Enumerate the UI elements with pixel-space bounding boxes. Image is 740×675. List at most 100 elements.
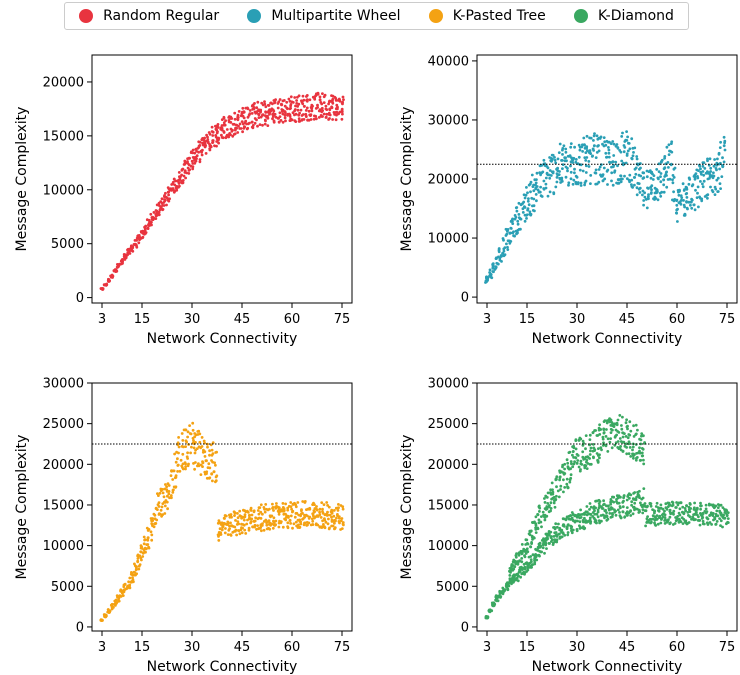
data-point xyxy=(526,208,529,212)
data-point xyxy=(280,508,283,512)
data-point xyxy=(248,109,252,112)
data-point xyxy=(672,176,676,179)
data-point xyxy=(143,550,146,554)
data-point xyxy=(574,158,578,161)
data-point xyxy=(570,462,573,466)
data-point xyxy=(659,172,663,175)
data-point xyxy=(281,120,285,124)
data-point xyxy=(558,532,561,536)
data-point xyxy=(253,121,257,125)
data-point xyxy=(562,472,566,476)
legend-item-random-regular: Random Regular xyxy=(79,8,219,24)
data-point xyxy=(638,489,641,493)
data-point xyxy=(243,509,247,513)
data-point xyxy=(281,112,285,116)
data-point xyxy=(540,195,544,198)
data-point xyxy=(722,160,726,164)
data-point xyxy=(699,170,703,174)
data-point xyxy=(572,178,576,182)
data-point xyxy=(535,178,538,182)
data-point xyxy=(693,208,697,212)
data-point xyxy=(538,545,542,549)
data-point xyxy=(597,144,600,147)
data-point xyxy=(611,140,615,143)
data-point xyxy=(624,435,628,438)
data-point xyxy=(300,118,304,122)
data-point xyxy=(234,528,238,532)
data-point xyxy=(594,168,598,172)
data-point xyxy=(665,145,669,149)
data-point xyxy=(239,528,243,532)
data-point xyxy=(594,519,598,522)
data-point xyxy=(271,506,274,510)
data-point xyxy=(715,509,719,513)
data-point xyxy=(107,280,110,283)
data-point xyxy=(232,510,236,514)
data-point xyxy=(208,453,211,457)
data-point xyxy=(128,576,132,580)
data-point xyxy=(694,172,698,176)
data-point xyxy=(579,468,582,471)
data-point xyxy=(241,106,245,110)
data-point xyxy=(571,513,575,517)
x-tick-label: 15 xyxy=(134,640,151,655)
data-point xyxy=(529,190,532,194)
data-point xyxy=(220,133,223,137)
data-point xyxy=(631,186,634,189)
data-point xyxy=(192,439,195,442)
data-point xyxy=(513,565,517,569)
data-point xyxy=(176,457,179,461)
data-point xyxy=(630,500,634,504)
legend-marker-icon xyxy=(428,9,443,23)
data-point xyxy=(542,514,546,517)
data-point xyxy=(546,536,549,539)
data-point xyxy=(616,508,620,512)
data-point xyxy=(562,144,566,148)
data-point xyxy=(217,141,221,145)
data-point xyxy=(540,525,543,529)
data-point xyxy=(332,514,336,518)
data-point xyxy=(289,95,293,99)
data-point xyxy=(272,509,275,512)
data-point xyxy=(186,430,190,434)
data-point xyxy=(173,452,177,456)
data-point xyxy=(604,508,607,512)
data-point xyxy=(563,462,567,466)
data-point xyxy=(542,179,546,183)
data-point xyxy=(548,491,552,494)
data-point xyxy=(191,428,195,432)
data-point xyxy=(152,525,156,529)
data-point xyxy=(330,515,333,519)
data-point xyxy=(141,236,145,240)
data-point xyxy=(196,430,200,433)
data-point xyxy=(321,92,324,95)
data-point xyxy=(200,138,204,142)
data-point xyxy=(571,465,575,469)
data-point xyxy=(581,450,585,454)
data-point xyxy=(246,107,250,111)
data-point xyxy=(602,502,606,506)
data-point xyxy=(243,515,247,519)
data-point xyxy=(621,131,624,135)
data-point xyxy=(509,571,512,574)
data-point xyxy=(554,477,558,481)
data-point xyxy=(545,514,549,518)
data-point xyxy=(569,514,572,518)
data-point xyxy=(593,512,597,516)
data-point xyxy=(272,109,276,113)
data-point xyxy=(169,474,173,477)
data-point xyxy=(693,175,697,179)
data-point xyxy=(598,433,602,436)
data-point xyxy=(557,151,561,155)
data-point xyxy=(618,446,622,449)
data-point xyxy=(558,170,561,173)
data-point xyxy=(264,518,268,522)
data-point xyxy=(615,421,619,425)
data-point xyxy=(219,531,223,535)
data-point xyxy=(503,588,507,592)
data-point xyxy=(158,512,162,516)
y-tick-label: 0 xyxy=(76,291,84,306)
data-point xyxy=(150,522,154,525)
data-point xyxy=(564,518,568,522)
data-point xyxy=(594,499,597,503)
